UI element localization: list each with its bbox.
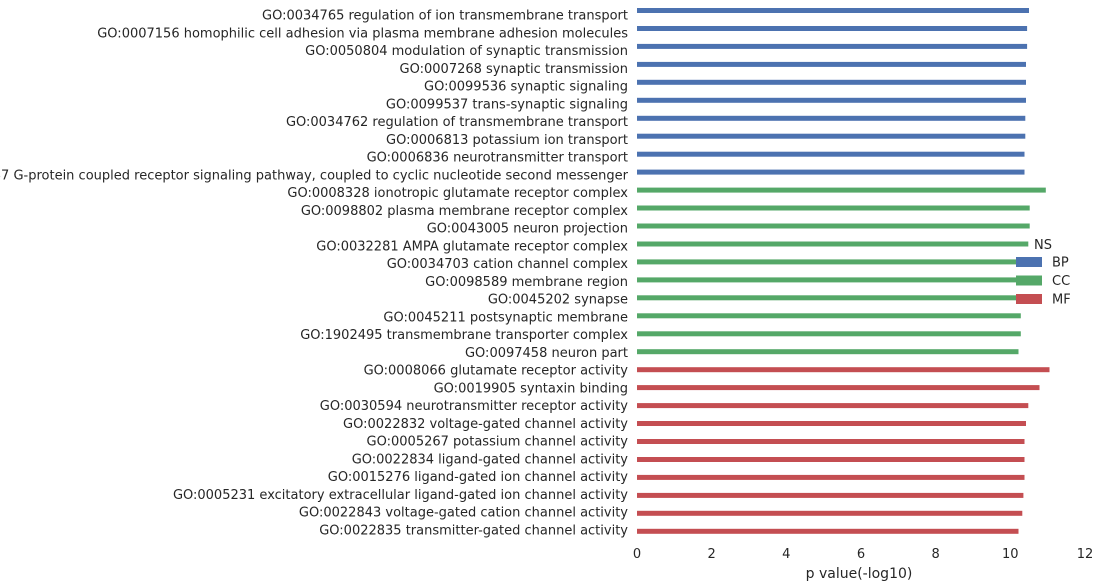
bar-mf bbox=[637, 403, 1029, 409]
legend-swatch-mf bbox=[1016, 294, 1042, 304]
term-label: GO:0043005 neuron projection bbox=[427, 222, 628, 237]
x-axis-title: p value(-log10) bbox=[806, 566, 913, 582]
term-label: GO:0030594 neurotransmitter receptor act… bbox=[320, 399, 629, 414]
bar-bp bbox=[637, 97, 1026, 103]
term-label: GO:0022834 ligand-gated channel activity bbox=[352, 453, 629, 468]
legend-label-bp: BP bbox=[1052, 256, 1069, 271]
bar-cc bbox=[637, 223, 1030, 229]
bar-bp bbox=[637, 8, 1029, 13]
term-label: GO:0099537 trans-synaptic signaling bbox=[386, 97, 628, 112]
term-label: GO:0045202 synapse bbox=[488, 293, 628, 308]
bar-mf bbox=[637, 528, 1019, 534]
x-tick-label: 10 bbox=[1002, 547, 1019, 562]
bar-bp bbox=[637, 169, 1025, 175]
bar-mf bbox=[637, 421, 1026, 426]
bar-mf bbox=[637, 439, 1025, 444]
legend-label-cc: CC bbox=[1052, 274, 1070, 289]
term-label: GO:0045211 postsynaptic membrane bbox=[383, 310, 628, 325]
term-label: GO:0015276 ligand-gated ion channel acti… bbox=[328, 470, 629, 485]
term-label: GO:0032281 AMPA glutamate receptor compl… bbox=[316, 239, 628, 254]
term-label: GO:0005267 potassium channel activity bbox=[367, 435, 629, 450]
term-label: GO:0022835 transmitter-gated channel act… bbox=[319, 524, 628, 539]
x-tick-label: 2 bbox=[708, 547, 716, 562]
bar-mf bbox=[637, 367, 1050, 373]
bar-bp bbox=[637, 43, 1028, 49]
term-label: GO:0098802 plasma membrane receptor comp… bbox=[301, 204, 628, 219]
x-tick-label: 0 bbox=[633, 547, 641, 562]
x-axis: 0 2 4 6 8 10 12 bbox=[633, 547, 1093, 562]
legend-swatch-bp bbox=[1016, 257, 1042, 267]
term-label: GO:0007268 synaptic transmission bbox=[400, 62, 628, 77]
bar-cc bbox=[637, 259, 1028, 265]
bar-bp bbox=[637, 26, 1028, 31]
bar-cc bbox=[637, 187, 1046, 193]
term-label: GO:0007187 G-protein coupled receptor si… bbox=[0, 168, 629, 183]
term-label: GO:0034703 cation channel complex bbox=[387, 257, 629, 272]
term-label: GO:0034762 regulation of transmembrane t… bbox=[286, 115, 628, 130]
term-label: GO:0099536 synaptic signaling bbox=[424, 80, 628, 95]
bar-mf bbox=[637, 385, 1040, 391]
bar-mf bbox=[637, 474, 1025, 480]
bar-cc bbox=[637, 313, 1021, 319]
term-label: GO:0034765 regulation of ion transmembra… bbox=[262, 9, 628, 24]
bar-mf bbox=[637, 492, 1024, 498]
bar-cc bbox=[637, 241, 1029, 247]
legend-title: NS bbox=[1034, 238, 1052, 253]
bar-cc bbox=[637, 331, 1021, 337]
bar-mf bbox=[637, 510, 1023, 516]
bar-cc bbox=[637, 349, 1019, 355]
x-tick-label: 12 bbox=[1077, 547, 1094, 562]
bar-cc bbox=[637, 295, 1022, 301]
legend-swatch-cc bbox=[1016, 275, 1042, 286]
term-label: GO:0019905 syntaxin binding bbox=[434, 381, 628, 396]
term-label: GO:1902495 transmembrane transporter com… bbox=[300, 328, 628, 343]
bar-bp bbox=[637, 151, 1025, 157]
x-tick-label: 4 bbox=[782, 547, 790, 562]
term-label: GO:0022832 voltage-gated channel activit… bbox=[343, 417, 628, 432]
bar-cc bbox=[637, 205, 1030, 211]
bar-mf bbox=[637, 457, 1025, 462]
legend-label-mf: MF bbox=[1052, 293, 1071, 308]
bar-cc bbox=[637, 277, 1026, 283]
term-label: GO:0005231 excitatory extracellular liga… bbox=[173, 488, 628, 503]
bar-bp bbox=[637, 79, 1026, 85]
term-label: GO:0006813 potassium ion transport bbox=[386, 133, 628, 148]
bar-bp bbox=[637, 133, 1026, 139]
bars-layer bbox=[637, 8, 1050, 534]
term-labels-layer: GO:0034765 regulation of ion transmembra… bbox=[0, 9, 629, 539]
bar-bp bbox=[637, 115, 1026, 121]
bar-bp bbox=[637, 61, 1026, 67]
term-label: GO:0008066 glutamate receptor activity bbox=[364, 364, 629, 379]
term-label: GO:0098589 membrane region bbox=[425, 275, 628, 290]
term-label: GO:0022843 voltage-gated cation channel … bbox=[299, 506, 628, 521]
x-tick-label: 6 bbox=[857, 547, 865, 562]
term-label: GO:0008328 ionotropic glutamate receptor… bbox=[287, 186, 628, 201]
term-label: GO:0050804 modulation of synaptic transm… bbox=[305, 44, 628, 59]
x-tick-label: 8 bbox=[932, 547, 940, 562]
term-label: GO:0007156 homophilic cell adhesion via … bbox=[97, 26, 628, 41]
term-label: GO:0006836 neurotransmitter transport bbox=[367, 151, 628, 166]
term-label: GO:0097458 neuron part bbox=[465, 346, 628, 361]
